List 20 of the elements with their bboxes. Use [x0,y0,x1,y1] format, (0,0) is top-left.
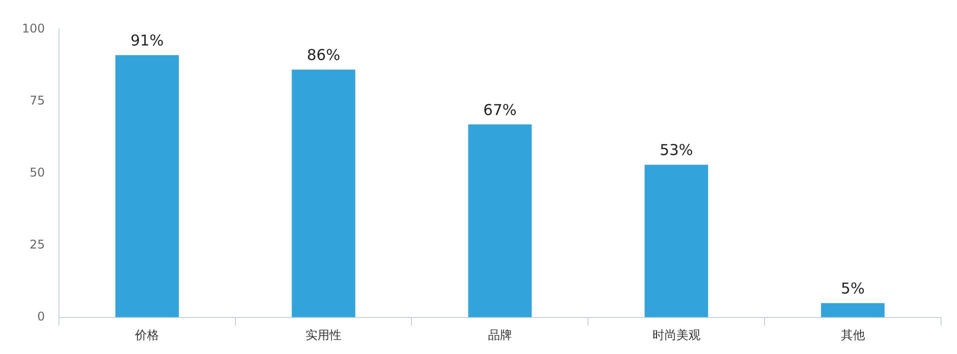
data-label: 5% [840,280,865,298]
bar [468,124,532,318]
bar [292,70,356,318]
bar [821,303,885,318]
data-label: 86% [306,46,340,64]
y-tick-label: 100 [22,21,45,36]
x-tick-label: 价格 [134,328,160,342]
y-tick-label: 50 [30,166,45,180]
x-tick-label: 实用性 [306,328,342,342]
data-label: 53% [660,141,694,160]
y-tick-label: 25 [30,238,45,252]
data-label: 67% [483,100,517,119]
bar [644,164,708,318]
x-tick-label: 时尚美观 [652,328,700,342]
x-tick-label: 品牌 [488,328,512,342]
y-tick-label: 75 [30,93,45,108]
data-label: 91% [130,32,164,50]
y-tick-label: 0 [37,310,45,324]
bar [115,55,179,318]
x-tick-label: 其他 [840,328,865,342]
